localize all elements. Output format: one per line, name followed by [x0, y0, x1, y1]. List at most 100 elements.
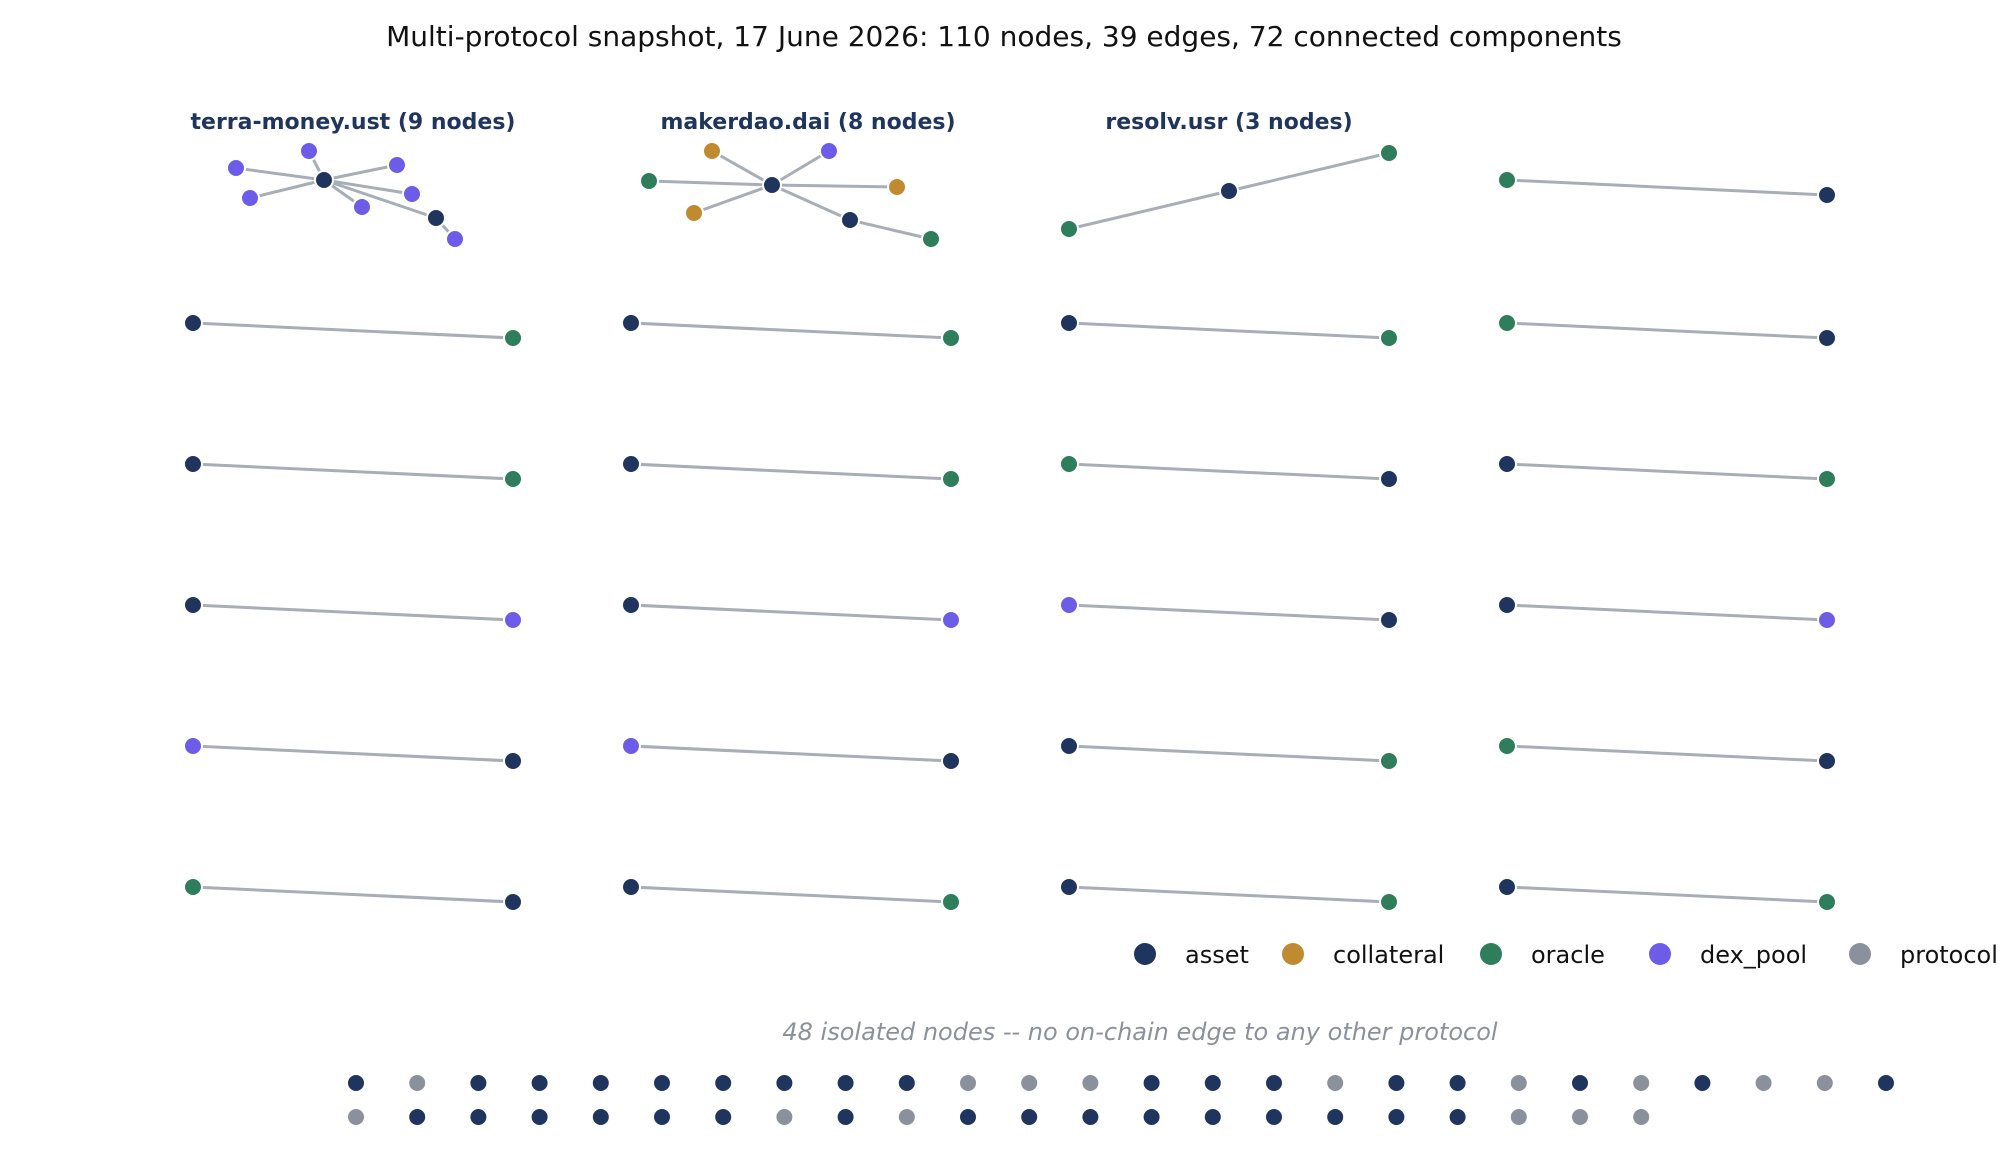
dex_pool-node	[226, 158, 246, 178]
component	[621, 595, 961, 630]
oracle-node	[1817, 469, 1837, 489]
edge	[1068, 189, 1230, 231]
component	[183, 736, 523, 771]
isolated-asset-node	[346, 1073, 366, 1093]
isolated-protocol-node	[346, 1107, 366, 1127]
oracle-node	[503, 328, 523, 348]
isolated-protocol-node	[1019, 1073, 1040, 1093]
legend-label: oracle	[1531, 941, 1605, 969]
oracle-node	[639, 171, 659, 191]
asset-node	[621, 454, 641, 474]
oracle-node	[1497, 170, 1517, 190]
oracle-node	[1379, 751, 1399, 771]
isolated-asset-node	[1692, 1073, 1713, 1093]
legend-item-protocol: protocol	[1849, 941, 1998, 969]
edge	[630, 603, 952, 622]
isolated-asset-node	[1386, 1107, 1407, 1127]
edge	[771, 149, 830, 187]
oracle-node	[1497, 313, 1517, 333]
isolated-asset-node	[1141, 1107, 1162, 1127]
edge	[192, 462, 514, 481]
isolated-protocol-node	[774, 1107, 795, 1127]
edge	[192, 744, 514, 763]
asset-node	[1059, 313, 1079, 333]
isolated-asset-node	[713, 1107, 734, 1127]
edge	[1506, 885, 1828, 904]
component	[1497, 877, 1837, 912]
oracle-node	[1817, 892, 1837, 912]
component	[1497, 170, 1837, 205]
asset-node	[1379, 469, 1399, 489]
edge	[630, 744, 952, 763]
edge	[1506, 321, 1828, 340]
oracle-node	[183, 877, 203, 897]
component	[183, 877, 523, 912]
component	[1059, 736, 1399, 771]
isolated-asset-node	[1570, 1073, 1590, 1093]
dex_pool-node	[445, 229, 465, 249]
edge	[1506, 462, 1828, 481]
edge	[249, 178, 325, 200]
isolated-asset-node	[1447, 1107, 1468, 1127]
isolated-asset-node	[468, 1073, 489, 1093]
isolated-asset-node	[835, 1073, 856, 1093]
isolated-asset-node	[1141, 1073, 1162, 1093]
dex_pool-node	[352, 197, 372, 217]
legend-swatch	[1134, 943, 1156, 965]
component	[621, 877, 961, 912]
asset-node	[621, 595, 641, 615]
dex_pool-node	[387, 155, 407, 175]
edge	[648, 179, 773, 187]
isolated-asset-node	[652, 1073, 672, 1093]
legend-label: protocol	[1900, 941, 1998, 969]
asset-node	[1059, 877, 1079, 897]
component	[621, 736, 961, 771]
edge	[630, 885, 952, 904]
component	[1059, 595, 1399, 630]
isolated-asset-node	[652, 1107, 672, 1127]
legend-swatch	[1480, 943, 1502, 965]
oracle-node	[921, 229, 941, 249]
edge	[771, 183, 851, 222]
edge	[630, 462, 952, 481]
collateral-node	[887, 177, 907, 197]
asset-node	[1379, 610, 1399, 630]
edge	[192, 321, 514, 340]
collateral-node	[684, 203, 704, 223]
asset-node	[621, 313, 641, 333]
oracle-node	[1059, 219, 1079, 239]
legend-item-collateral: collateral	[1282, 941, 1444, 969]
oracle-node	[941, 892, 961, 912]
asset-node	[1059, 736, 1079, 756]
edge	[1068, 462, 1390, 481]
dex_pool-node	[1059, 595, 1079, 615]
isolated-caption: 48 isolated nodes -- no on-chain edge to…	[782, 1018, 1498, 1046]
asset-node	[183, 595, 203, 615]
dex_pool-node	[819, 141, 839, 161]
legend-swatch	[1282, 943, 1304, 965]
asset-node	[503, 751, 523, 771]
component	[1497, 454, 1837, 489]
asset-node	[1817, 185, 1837, 205]
oracle-node	[1379, 892, 1399, 912]
edge	[711, 149, 773, 187]
dex_pool-node	[183, 736, 203, 756]
edge	[323, 163, 398, 182]
asset-node	[183, 454, 203, 474]
oracle-node	[1379, 143, 1399, 163]
asset-node	[1497, 877, 1517, 897]
asset-node	[1497, 595, 1517, 615]
dex_pool-node	[240, 188, 260, 208]
edge	[693, 183, 773, 215]
isolated-asset-node	[835, 1107, 856, 1127]
dex_pool-node	[941, 610, 961, 630]
edge	[1068, 885, 1390, 904]
asset-node	[426, 208, 446, 228]
component: makerdao.dai (8 nodes)	[639, 110, 956, 249]
legend-label: dex_pool	[1700, 941, 1807, 969]
asset-node	[621, 877, 641, 897]
isolated-protocol-node	[1631, 1073, 1652, 1093]
dex_pool-node	[1817, 610, 1837, 630]
component	[1497, 736, 1837, 771]
edge	[192, 885, 514, 904]
